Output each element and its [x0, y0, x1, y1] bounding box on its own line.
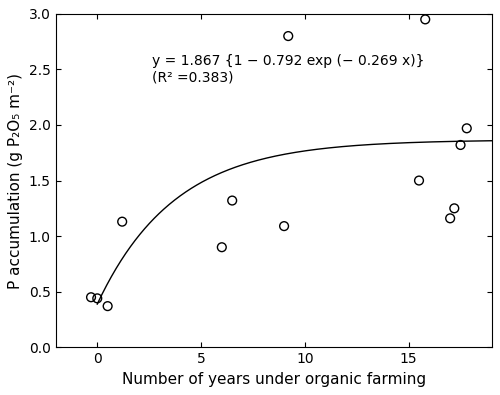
- Point: [104, 303, 112, 309]
- Point: [280, 223, 288, 229]
- Point: [228, 198, 236, 204]
- Point: [415, 177, 423, 184]
- Point: [450, 205, 458, 211]
- Point: [463, 125, 471, 132]
- X-axis label: Number of years under organic farming: Number of years under organic farming: [122, 372, 426, 387]
- Point: [456, 142, 464, 148]
- Point: [94, 295, 102, 301]
- Point: [218, 244, 226, 250]
- Point: [284, 33, 292, 39]
- Y-axis label: P accumulation (g P₂O₅ m⁻²): P accumulation (g P₂O₅ m⁻²): [8, 73, 24, 288]
- Text: y = 1.867 {1 − 0.792 exp (− 0.269 x)}
(R² =0.383): y = 1.867 {1 − 0.792 exp (− 0.269 x)} (R…: [152, 54, 424, 84]
- Point: [421, 16, 429, 23]
- Point: [87, 294, 95, 301]
- Point: [118, 218, 126, 225]
- Point: [446, 215, 454, 222]
